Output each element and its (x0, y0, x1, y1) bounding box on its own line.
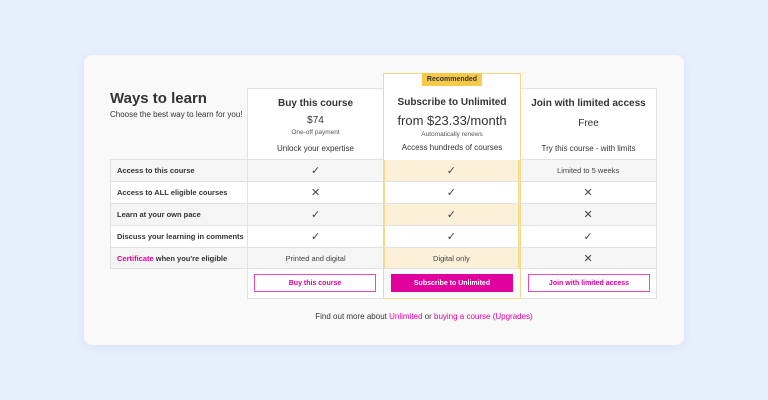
feature-value: Printed and digital (246, 248, 384, 268)
check-icon: ✓ (246, 226, 384, 247)
check-icon: ✓ (246, 204, 384, 225)
feature-label: Discuss your learning in comments (110, 226, 247, 247)
feature-value: Digital only (383, 248, 520, 268)
plan-tagline: Try this course - with limits (541, 144, 636, 153)
plan-name: Subscribe to Unlimited (397, 97, 507, 108)
unlimited-link[interactable]: Unlimited (389, 312, 423, 321)
feature-label: Certificate when you're eligible (110, 248, 247, 268)
check-icon: ✓ (383, 160, 520, 181)
subscribe-unlimited-button[interactable]: Subscribe to Unlimited (391, 274, 513, 292)
check-icon: ✓ (519, 226, 656, 247)
plan-price: Free (578, 118, 599, 129)
feature-label-text: Access to this course (117, 166, 195, 175)
feature-label-text: Access to ALL eligible courses (117, 188, 228, 197)
plan-price: from $23.33/month (397, 113, 507, 128)
buy-course-button[interactable]: Buy this course (254, 274, 376, 292)
feature-label: Access to ALL eligible courses (110, 182, 247, 203)
feature-label: Learn at your own pace (110, 204, 247, 225)
recommended-badge: Recommended (421, 73, 483, 86)
check-icon: ✓ (383, 182, 520, 203)
plan-note: Automatically renews (421, 131, 483, 138)
cross-icon: ✕ (519, 204, 656, 225)
cross-icon: ✕ (519, 248, 656, 268)
feature-label-text: Discuss your learning in comments (117, 232, 244, 241)
feature-label-text: when you're eligible (153, 253, 228, 263)
plan-tagline: Access hundreds of courses (401, 143, 503, 152)
check-icon: ✓ (383, 204, 520, 225)
plan-tagline: Unlock your expertise (277, 144, 354, 153)
plan-name: Buy this course (277, 98, 354, 109)
pricing-card: Ways to learn Choose the best way to lea… (84, 55, 684, 345)
feature-value: Limited to 5 weeks (519, 160, 656, 181)
footer-prefix: Find out more about (315, 312, 390, 321)
plan-name: Join with limited access (531, 98, 646, 109)
cross-icon: ✕ (519, 182, 656, 203)
check-icon: ✓ (246, 160, 384, 181)
join-limited-button[interactable]: Join with limited access (528, 274, 650, 292)
feature-label: Access to this course (110, 160, 247, 181)
certificate-link[interactable]: Certificate (117, 253, 154, 263)
page-title: Ways to learn (110, 90, 207, 107)
cross-icon: ✕ (246, 182, 384, 203)
footer-text: Find out more about Unlimited or buying … (84, 312, 684, 321)
page-subtitle: Choose the best way to learn for you! (110, 110, 243, 119)
plan-price: $74 (307, 115, 324, 126)
plan-unlimited-column: Recommended Subscribe to Unlimited from … (383, 73, 521, 299)
feature-label-text: Learn at your own pace (117, 210, 201, 219)
check-icon: ✓ (383, 226, 520, 247)
footer-mid: or (422, 312, 434, 321)
plan-note: One-off payment (291, 129, 340, 136)
upgrades-link[interactable]: buying a course (Upgrades) (434, 312, 533, 321)
